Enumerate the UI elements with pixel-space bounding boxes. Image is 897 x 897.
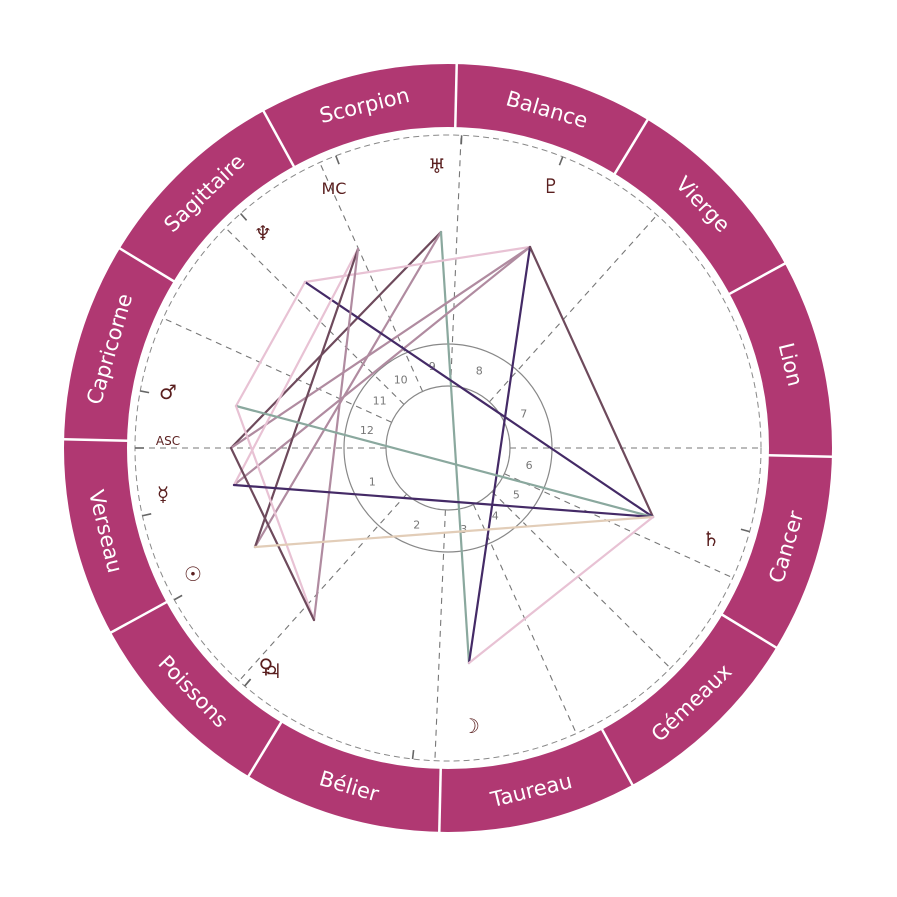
house-cusp-8 [488, 214, 658, 403]
planet-glyphs: ♅ ♇ ♆ ♂ ☿ ☉ ♀♃ ☽ ♄ [135, 135, 750, 760]
house-cusp-2 [238, 493, 408, 682]
house-cusp-6 [504, 473, 734, 579]
sign-divider [246, 720, 283, 778]
house-ring-outer [343, 343, 553, 553]
aspect-line [528, 245, 655, 519]
neptune-icon: ♆ [254, 221, 272, 245]
sign-divider [613, 118, 650, 176]
moon-icon: ☽ [462, 714, 480, 738]
sign-divider [63, 438, 129, 442]
aspect-line [303, 245, 532, 284]
tick-mark [173, 594, 183, 601]
sign-divider [454, 63, 458, 129]
sign-divider [438, 767, 442, 833]
aspect-line [467, 245, 532, 665]
tick-mark [142, 513, 152, 517]
tick-mark [240, 213, 248, 221]
sign-divider [728, 262, 787, 296]
aspect-line [229, 230, 443, 450]
mars-icon: ♂ [159, 380, 177, 404]
saturn-icon: ♄ [702, 527, 720, 551]
asc-label: ASC [156, 434, 180, 448]
house-number-7: 7 [520, 408, 527, 421]
pluto-icon: ♇ [542, 174, 560, 198]
mc-label: MC [322, 179, 347, 198]
aspect-line [232, 483, 655, 519]
aspect-line [229, 446, 316, 622]
aspect-line [303, 280, 655, 519]
house-number-4: 4 [492, 510, 499, 523]
uranus-icon: ♅ [428, 154, 446, 178]
house-cusp-3 [434, 509, 446, 761]
aspect-line [234, 404, 655, 519]
house-cusp-11 [225, 227, 405, 405]
aspect-line [253, 247, 360, 549]
sign-divider [720, 613, 778, 650]
aspect-line [467, 515, 655, 665]
house-number-8: 8 [476, 365, 483, 378]
venus-icon: ♀ [259, 654, 274, 678]
tick-mark [140, 390, 150, 394]
house-number-10: 10 [394, 373, 408, 386]
aspect-lines [229, 230, 655, 665]
tick-mark [740, 528, 750, 533]
aspect-line [232, 247, 360, 487]
house-cusp-12 [162, 317, 392, 423]
house-cusp-5 [491, 491, 671, 669]
aspect-line [232, 245, 532, 487]
aspect-line [312, 247, 360, 622]
house-number-12: 12 [360, 424, 374, 437]
sign-divider [767, 454, 833, 458]
house-cusp-10 [319, 162, 424, 392]
house-number-3: 3 [460, 523, 467, 536]
zodiac-ring: CancerGémeauxTaureauBélierPoissonsVersea… [63, 63, 833, 833]
house-number-5: 5 [513, 489, 520, 502]
aspect-line [253, 515, 655, 549]
sign-divider [109, 600, 168, 634]
mercury-icon: ☿ [157, 482, 169, 506]
house-number-11: 11 [373, 394, 387, 407]
sign-divider [118, 246, 176, 283]
house-number-2: 2 [413, 518, 420, 531]
house-number-1: 1 [369, 475, 376, 488]
aspect-line [234, 404, 316, 622]
sign-divider [262, 109, 296, 168]
aspect-line [234, 280, 307, 408]
aspect-line [229, 245, 532, 450]
tick-mark [558, 156, 564, 166]
house-number-9: 9 [429, 360, 436, 373]
sun-icon: ☉ [184, 562, 202, 586]
aspect-line [253, 230, 443, 549]
house-ring-inner [385, 385, 511, 511]
sign-divider [600, 728, 634, 787]
house-number-6: 6 [526, 459, 533, 472]
tick-mark [244, 678, 252, 687]
zodiac-band [64, 64, 832, 832]
jupiter-icon: ♃ [264, 659, 282, 683]
tick-mark [335, 155, 340, 165]
house-cusp-9 [450, 135, 462, 387]
tick-mark [411, 749, 415, 760]
